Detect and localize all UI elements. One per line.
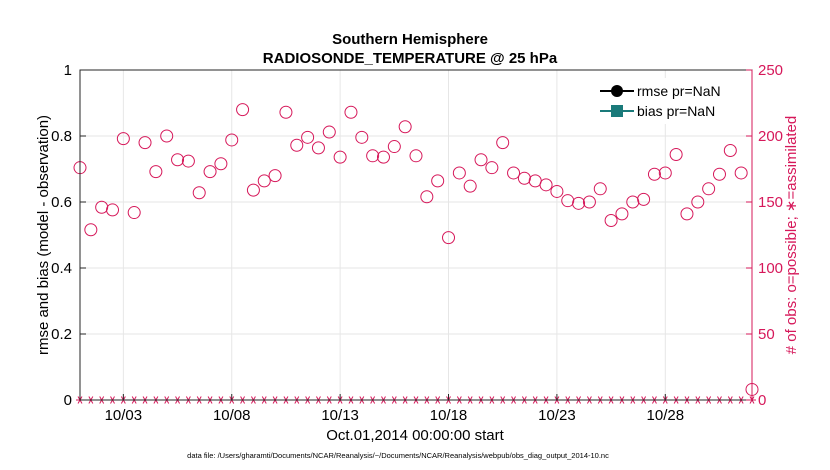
obs-possible-point — [95, 200, 109, 214]
y-tick-label-left: 1 — [64, 62, 72, 79]
obs-possible-point — [149, 165, 163, 179]
obs-possible-point — [452, 166, 466, 180]
obs-possible-point — [680, 207, 694, 221]
obs-possible-point — [225, 133, 239, 147]
obs-possible-point — [669, 147, 683, 161]
obs-possible-point — [626, 195, 640, 209]
obs-possible-point — [550, 184, 564, 198]
x-tick-label: 10/03 — [105, 407, 143, 424]
obs-possible-point — [376, 150, 390, 164]
obs-possible-point — [734, 166, 748, 180]
y-tick-label-left: 0.4 — [51, 260, 72, 277]
legend-rmse-marker — [611, 85, 623, 97]
obs-possible-point — [420, 190, 434, 204]
obs-possible-point — [582, 195, 596, 209]
obs-possible-point — [463, 179, 477, 193]
chart-title: Southern Hemisphere — [332, 31, 488, 48]
x-tick-label: 10/28 — [647, 407, 685, 424]
y-tick-label-right: 0 — [758, 392, 766, 409]
obs-possible-point — [171, 153, 185, 167]
obs-possible-point — [387, 140, 401, 154]
x-axis-label: Oct.01,2014 00:00:00 start — [326, 427, 504, 444]
x-tick-label: 10/23 — [538, 407, 576, 424]
obs-possible-point — [723, 144, 737, 158]
y-tick-label-left: 0.2 — [51, 326, 72, 343]
x-tick-label: 10/18 — [430, 407, 468, 424]
obs-possible-point — [290, 138, 304, 152]
obs-possible-point — [658, 166, 672, 180]
obs-possible-point — [474, 153, 488, 167]
obs-possible-point — [127, 206, 141, 220]
obs-possible-point — [702, 182, 716, 196]
obs-possible-point — [507, 166, 521, 180]
obs-possible-point — [246, 183, 260, 197]
obs-possible-point — [257, 174, 271, 188]
y-axis-label-right: # of obs: o=possible; ∗=assimilated — [783, 116, 800, 355]
y-tick-label-left: 0.8 — [51, 128, 72, 145]
obs-possible-point — [366, 149, 380, 163]
obs-possible-point — [106, 203, 120, 217]
obs-possible-point — [647, 167, 661, 181]
y-tick-label-left: 0 — [64, 392, 72, 409]
obs-possible-point — [637, 192, 651, 206]
obs-possible-point — [615, 207, 629, 221]
obs-possible-point — [268, 169, 282, 183]
obs-possible-point — [333, 150, 347, 164]
obs-possible-point — [279, 105, 293, 119]
obs-possible-point — [344, 105, 358, 119]
obs-possible-point — [138, 136, 152, 150]
obs-possible-point — [431, 174, 445, 188]
obs-possible-point — [116, 132, 130, 146]
x-tick-label: 10/08 — [213, 407, 251, 424]
obs-possible-point — [539, 178, 553, 192]
y-tick-label-right: 250 — [758, 62, 783, 79]
obs-possible-point — [236, 103, 250, 117]
obs-possible-point — [712, 167, 726, 181]
y-tick-label-left: 0.6 — [51, 194, 72, 211]
obs-possible-point — [192, 186, 206, 200]
obs-possible-point — [409, 149, 423, 163]
obs-possible-point — [214, 157, 228, 171]
obs-possible-point — [84, 223, 98, 237]
chart-subtitle: RADIOSONDE_TEMPERATURE @ 25 hPa — [263, 50, 558, 67]
axis-ticks: 0 0.2 0.4 0.6 0.8 1 0 50 100 150 200 250 10/03 10/08 1… — [51, 62, 783, 424]
obs-possible-point — [355, 130, 369, 144]
obs-possible-point — [311, 141, 325, 155]
obs-possible-point — [322, 125, 336, 139]
y-tick-label-right: 50 — [758, 326, 775, 343]
x-tick-label: 10/13 — [321, 407, 359, 424]
legend-bias-marker — [611, 105, 623, 117]
obs-possible-point — [398, 120, 412, 134]
legend-rmse-label: rmse pr=NaN — [637, 83, 721, 99]
obs-possible-point — [517, 171, 531, 185]
legend: rmse pr=NaN bias pr=NaN — [588, 78, 728, 124]
legend-bias-label: bias pr=NaN — [637, 103, 715, 119]
y-tick-label-right: 100 — [758, 260, 783, 277]
grid — [80, 70, 752, 400]
obs-possible-point — [561, 194, 575, 208]
obs-possible-point — [181, 154, 195, 168]
y-tick-label-right: 150 — [758, 194, 783, 211]
y-tick-label-right: 200 — [758, 128, 783, 145]
y-axis-label-left: rmse and bias (model - observation) — [35, 115, 52, 355]
obs-possible-point — [496, 136, 510, 150]
obs-possible-point — [203, 165, 217, 179]
obs-possible-point — [604, 213, 618, 227]
obs-possible-point — [301, 130, 315, 144]
plot-area — [80, 70, 752, 400]
obs-possible-point — [572, 196, 586, 210]
obs-possible-point — [442, 231, 456, 245]
obs-possible-point — [593, 182, 607, 196]
obs-possible-point — [485, 161, 499, 175]
obs-possible-point — [691, 195, 705, 209]
obs-possible-point — [160, 129, 174, 143]
data-file-footnote: data file: /Users/gharamti/Documents/NCA… — [187, 451, 609, 460]
